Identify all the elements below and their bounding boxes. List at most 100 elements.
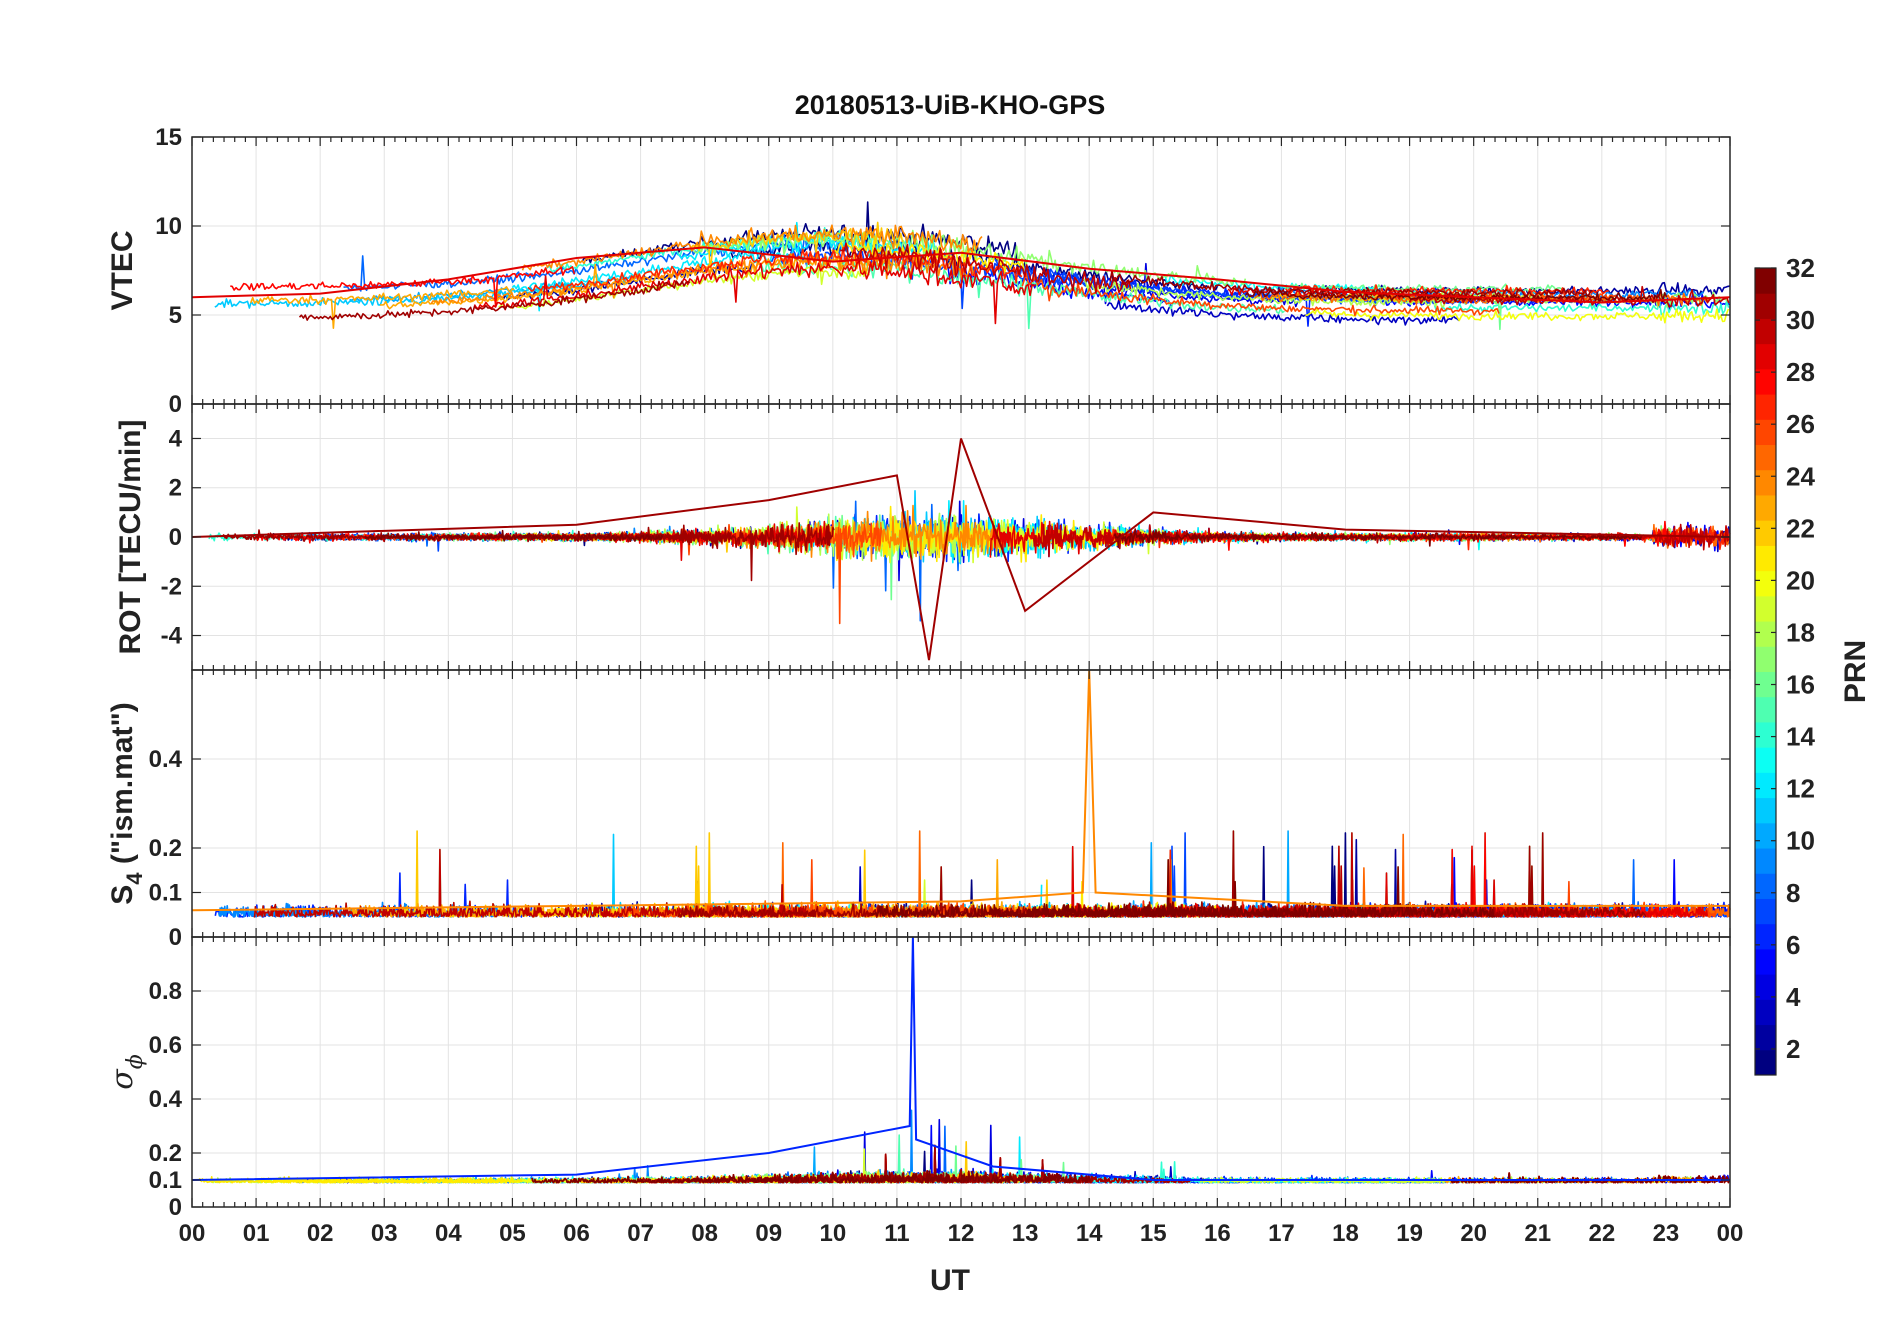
colorbar-tick-label: 18 — [1786, 617, 1815, 647]
series-line-prn-32 — [531, 1170, 1092, 1184]
colorbar-level — [1755, 948, 1776, 975]
colorbar-frame — [1754, 267, 1777, 1076]
colorbar-level — [1755, 444, 1776, 471]
colorbar-level — [1755, 343, 1776, 370]
colorbar-level — [1755, 419, 1776, 446]
colorbar-level — [1755, 394, 1776, 420]
colorbar-level — [1755, 520, 1776, 546]
series-line-prn-18 — [1083, 278, 1448, 308]
colorbar-level — [1755, 747, 1776, 773]
colorbar-tick-label: 32 — [1786, 253, 1815, 283]
series-line-prn-32 — [994, 866, 1496, 918]
x-tick-label: 06 — [563, 1220, 590, 1247]
colorbar-level — [1755, 721, 1776, 748]
y-tick-label: -4 — [161, 623, 183, 650]
colorbar-level — [1755, 318, 1776, 345]
x-tick-label: 00 — [179, 1220, 206, 1247]
x-tick-label: 14 — [1076, 1220, 1103, 1247]
x-tick-label: 21 — [1524, 1220, 1551, 1247]
y-axis-label-rot: ROT [TECU/min] — [114, 420, 147, 655]
x-tick-label: 12 — [948, 1220, 975, 1247]
colorbar-tick-label: 10 — [1786, 826, 1815, 856]
y-tick-label: 0.2 — [149, 1140, 182, 1167]
chart-title: 20180513-UiB-KHO-GPS — [795, 90, 1106, 120]
x-tick-label: 23 — [1653, 1220, 1680, 1247]
x-tick-label: 19 — [1396, 1220, 1423, 1247]
colorbar-label: PRN — [1839, 640, 1872, 703]
series-line-prn-8 — [790, 500, 1195, 622]
series-line-prn-13 — [1164, 273, 1381, 294]
colorbar-level — [1755, 293, 1776, 319]
colorbar-tick-label: 26 — [1786, 409, 1815, 439]
series-line-prn-27 — [1285, 284, 1609, 297]
series-line-prn-10 — [349, 281, 574, 303]
colorbar-level — [1755, 923, 1776, 950]
x-tick-label: 16 — [1204, 1220, 1231, 1247]
series-line-prn-12 — [511, 221, 805, 312]
y-tick-label: 2 — [169, 475, 182, 502]
colorbar-tick-label: 8 — [1786, 878, 1800, 908]
x-tick-label: 05 — [499, 1220, 526, 1247]
y-tick-label: 0 — [169, 524, 182, 551]
colorbar-level — [1755, 545, 1776, 572]
x-tick-label: 08 — [691, 1220, 718, 1247]
colorbar-tick-label: 20 — [1786, 565, 1815, 595]
x-tick-label: 20 — [1460, 1220, 1487, 1247]
series-sample-prn-31 — [191, 438, 1731, 661]
colorbar-tick-label: 4 — [1786, 982, 1801, 1012]
colorbar-level — [1755, 822, 1776, 849]
colorbar-level — [1755, 848, 1776, 874]
colorbar-tick-label: 16 — [1786, 670, 1815, 700]
x-tick-label: 22 — [1588, 1220, 1615, 1247]
colorbar-level — [1755, 570, 1776, 597]
y-tick-label: 15 — [155, 124, 182, 151]
y-tick-label: 0.1 — [149, 880, 182, 907]
y-tick-label: 10 — [155, 213, 182, 240]
colorbar-tick-label: 30 — [1786, 305, 1815, 335]
colorbar-level — [1755, 696, 1776, 723]
series-line-prn-27 — [527, 246, 1023, 292]
series-line-prn-3 — [1106, 299, 1460, 326]
x-tick-label: 01 — [243, 1220, 270, 1247]
x-tick-label: 18 — [1332, 1220, 1359, 1247]
x-tick-label: 13 — [1012, 1220, 1039, 1247]
series-line-prn-20 — [1305, 308, 1730, 324]
colorbar-tick-label: 28 — [1786, 357, 1815, 387]
series-line-prn-31 — [1109, 270, 1593, 299]
colorbar-level — [1755, 671, 1776, 698]
colorbar-tick-label: 24 — [1786, 461, 1815, 491]
y-tick-label: 0.4 — [149, 1086, 183, 1113]
x-tick-label: 00 — [1717, 1220, 1744, 1247]
colorbar-level — [1755, 898, 1776, 925]
x-tick-label: 07 — [627, 1220, 654, 1247]
y-tick-label: 0.4 — [149, 746, 183, 773]
colorbar-level — [1755, 797, 1776, 824]
colorbar-level — [1755, 999, 1776, 1026]
series-line-prn-32 — [364, 529, 664, 542]
colorbar-level — [1755, 974, 1776, 1000]
x-tick-label: 04 — [435, 1220, 462, 1247]
colorbar-level — [1755, 1024, 1776, 1051]
series-line-prn-32 — [1244, 288, 1668, 304]
series-line-prn-31 — [298, 280, 691, 321]
colorbar-level — [1755, 268, 1776, 294]
x-axis-label: UT — [930, 1264, 970, 1297]
x-tick-label: 10 — [819, 1220, 846, 1247]
colorbar-tick-label: 12 — [1786, 774, 1815, 804]
series-line-prn-32 — [870, 858, 1387, 918]
series-line-prn-29 — [473, 259, 1037, 325]
series-layer — [191, 201, 1731, 1184]
series-line-prn-21 — [256, 1175, 509, 1184]
series-line-prn-30 — [840, 242, 1132, 294]
x-tick-label: 02 — [307, 1220, 334, 1247]
series-line-prn-23 — [250, 286, 515, 330]
x-tick-label: 03 — [371, 1220, 398, 1247]
series-line-prn-14 — [1433, 299, 1730, 316]
colorbar-level — [1755, 595, 1776, 622]
colorbar-level — [1755, 646, 1776, 672]
text-layer: 20180513-UiB-KHO-GPS UT 051015VTEC-4-202… — [105, 90, 1743, 1297]
colorbar-tick-label: 14 — [1786, 722, 1815, 752]
x-tick-label: 09 — [755, 1220, 782, 1247]
